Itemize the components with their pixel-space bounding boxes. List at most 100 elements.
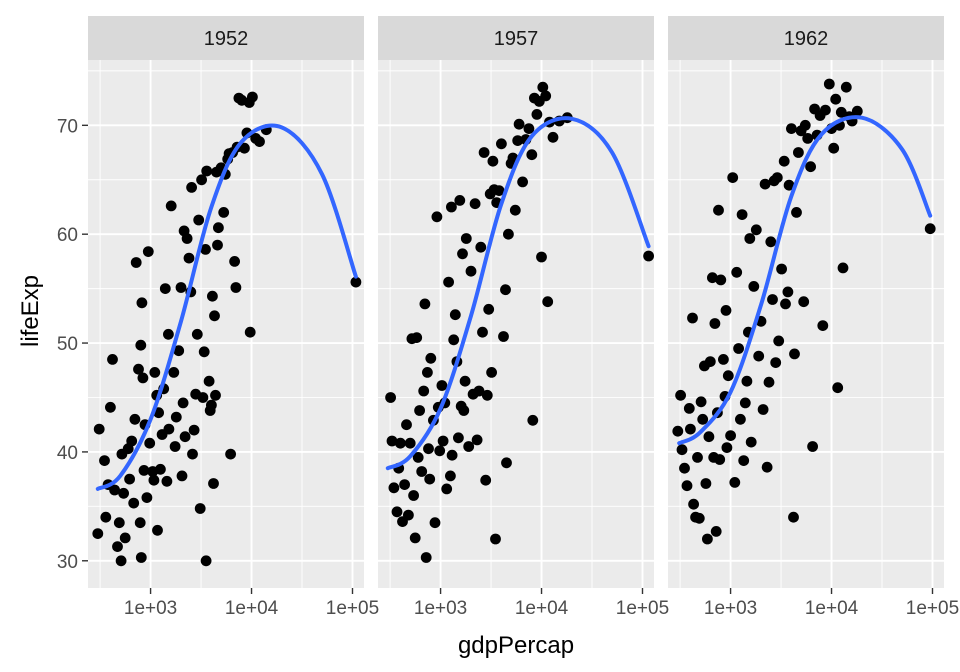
x-axis-title: gdpPercap [458,632,574,659]
data-point [99,455,110,466]
facet-panel-1957: 1957 1e+03 1e+04 1e+05 [378,16,669,619]
data-point [789,348,800,360]
data-point [721,442,733,453]
data-point [431,211,443,223]
data-point [138,465,150,476]
data-point [100,511,112,523]
data-point [187,448,198,460]
data-point [408,490,419,501]
data-point [788,511,799,523]
facet-strip-label: 1957 [494,28,539,50]
data-point [523,123,535,134]
x-tick-label: 1e+04 [225,598,279,619]
x-tick-label: 1e+04 [805,598,859,619]
data-point [832,382,844,394]
data-point [765,236,777,248]
data-point [441,483,453,495]
data-point [124,473,135,485]
data-point [403,509,414,521]
data-point [715,274,727,286]
data-point [443,276,454,288]
data-point [350,276,362,288]
data-point [436,380,448,391]
data-point [128,497,140,509]
data-point [675,389,686,401]
data-point [181,233,193,244]
data-point [425,352,437,364]
data-point [475,241,487,253]
data-point [710,526,722,537]
data-point [244,326,256,338]
data-point [92,528,104,539]
data-point [203,375,215,387]
data-point [483,303,495,315]
data-point [496,138,507,150]
data-point [453,432,464,444]
data-point [738,455,750,466]
data-point [531,109,543,120]
data-point [828,142,840,154]
data-point [130,257,142,268]
data-point [416,466,428,477]
data-point [537,81,549,93]
data-point [490,533,501,545]
x-tick-label: 1e+03 [124,598,177,619]
data-point [200,244,211,255]
y-axis: 30 40 50 60 70 [57,116,88,573]
data-point [414,405,425,416]
y-axis-title: lifeExp [17,275,44,347]
data-point [513,118,525,130]
data-point [200,555,212,567]
data-point [191,328,203,340]
data-point [198,346,210,358]
data-point [707,272,718,284]
x-tick-label: 1e+03 [414,598,467,619]
x-axis: 1e+03 1e+04 1e+05 [414,588,669,619]
data-point [135,339,147,351]
data-point [500,284,511,296]
facet-strip [88,16,364,60]
data-point [493,185,505,197]
data-point [105,401,116,413]
data-point [183,252,195,264]
data-point [771,172,783,184]
data-point [736,209,748,221]
data-point [188,424,200,436]
data-point [782,286,794,298]
data-point [201,165,213,177]
data-point [679,462,690,474]
data-point [718,354,729,365]
data-point [391,506,403,518]
data-point [830,93,842,105]
data-point [133,363,144,375]
data-point [161,475,173,487]
y-tick-label: 50 [57,334,78,355]
y-tick-label: 30 [57,552,78,573]
y-tick-label: 60 [57,225,78,246]
data-point [780,298,791,310]
x-axis: 1e+03 1e+04 1e+05 [704,588,959,619]
data-point [412,452,424,463]
data-point [170,411,182,423]
data-point [230,282,242,293]
data-point [643,250,654,262]
data-point [385,392,396,403]
data-point [820,104,831,116]
data-point [429,517,441,529]
data-point [207,290,218,302]
data-point [837,262,849,274]
data-point [805,161,816,173]
data-point [112,541,123,552]
data-point [173,345,185,357]
data-point [761,461,773,473]
data-point [683,403,695,414]
data-point [137,372,149,384]
data-point [142,246,154,257]
data-point [115,555,127,567]
data-point [540,90,552,102]
data-point [727,172,739,184]
data-points [92,91,362,567]
data-point [473,385,485,397]
data-point [778,155,790,167]
